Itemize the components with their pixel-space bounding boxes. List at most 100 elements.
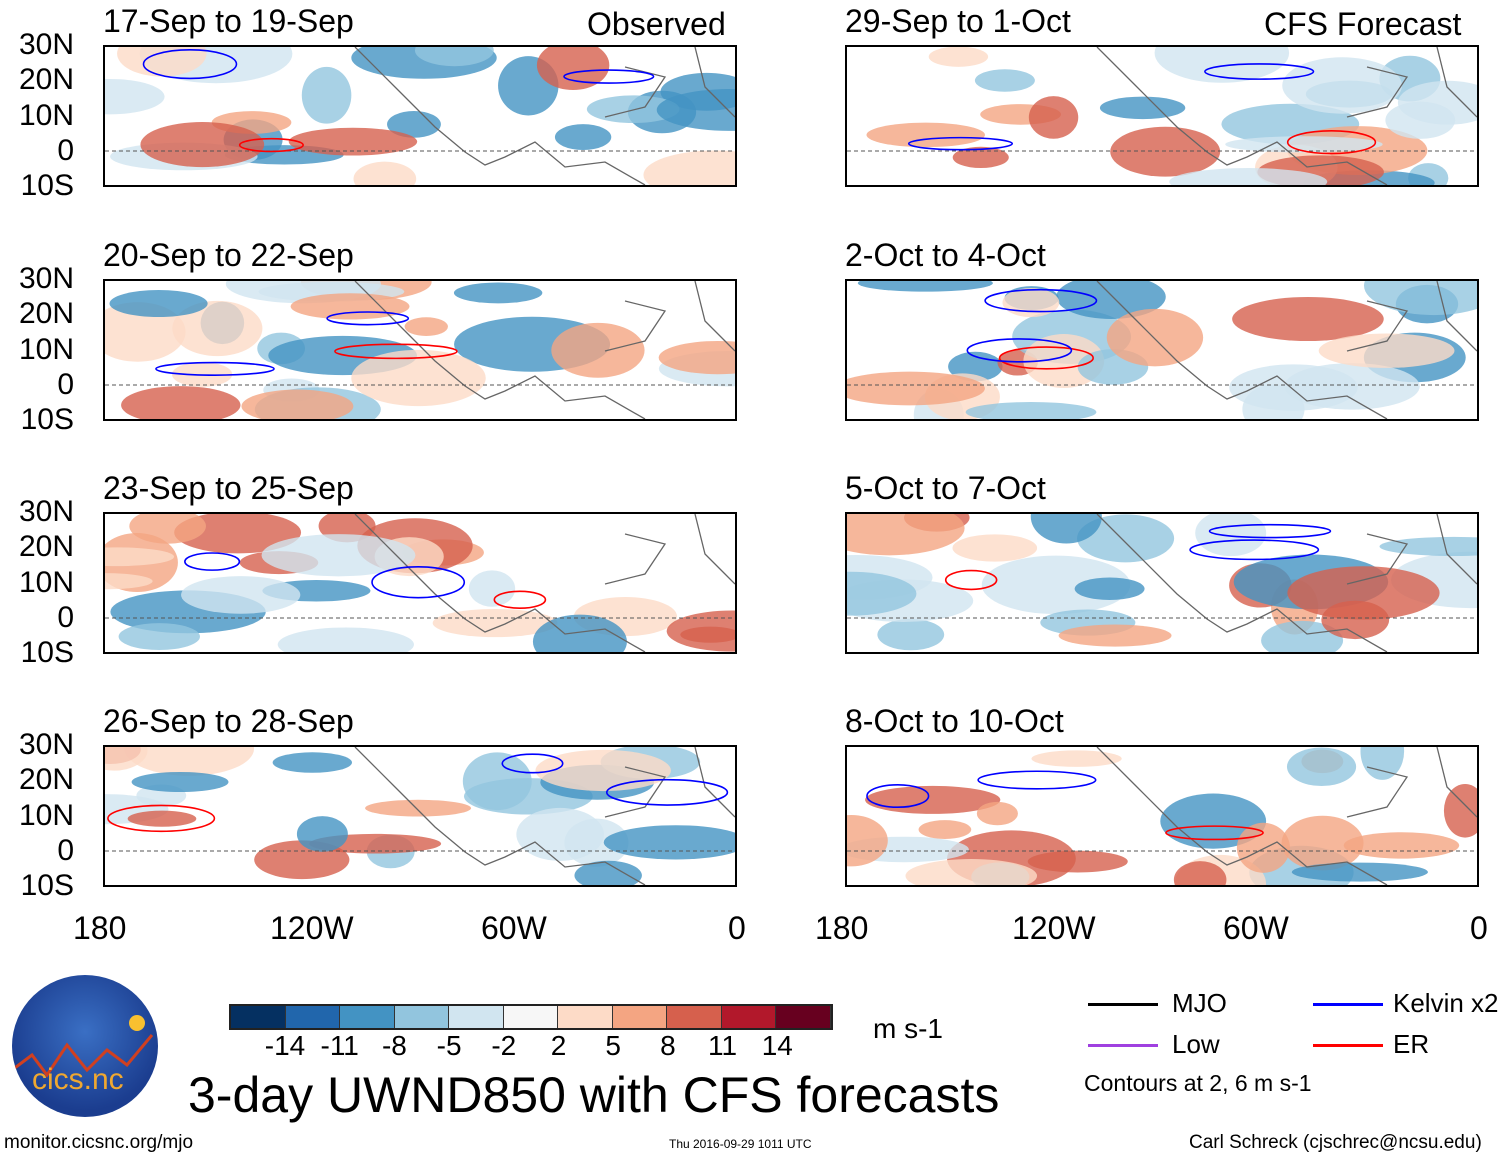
colorbar-swatch	[231, 1006, 286, 1028]
uwnd-shading	[105, 281, 735, 419]
lon-label: 180	[815, 910, 869, 946]
anomaly-blob	[290, 293, 410, 320]
kelvin-legend-line	[1313, 1003, 1383, 1006]
figure-title: 3-day UWND850 with CFS forecasts	[188, 1067, 1000, 1123]
anomaly-blob	[296, 816, 348, 852]
lon-label: 120W	[1012, 910, 1096, 946]
anomaly-blob	[1002, 287, 1060, 318]
colorbar-units: m s-1	[873, 1013, 943, 1044]
colorbar-tick: -11	[320, 1030, 359, 1061]
wave-contour	[501, 753, 564, 774]
lat-label: 30N	[18, 728, 74, 761]
colorbar-swatch	[558, 1006, 613, 1028]
anomaly-blob	[1195, 514, 1267, 557]
anomaly-blob	[847, 571, 917, 616]
lat-label: 0	[57, 600, 74, 634]
colorbar-swatch	[721, 1006, 776, 1028]
colorbar-tick: -14	[264, 1030, 306, 1061]
cfs-forecast-header: CFS Forecast	[1264, 6, 1462, 42]
uwnd-shading	[847, 47, 1477, 185]
anomaly-blob	[1028, 96, 1079, 139]
anomaly-blob	[952, 534, 1038, 562]
anomaly-blob	[174, 514, 302, 554]
anomaly-blob	[105, 547, 175, 567]
coastline	[1096, 747, 1477, 885]
anomaly-blob	[877, 618, 945, 651]
anomaly-blob	[981, 555, 1131, 615]
panel-title: 8-Oct to 10-Oct	[845, 703, 1064, 739]
anomaly-blob	[1318, 333, 1455, 368]
colorbar-tick: 14	[761, 1030, 793, 1061]
anomaly-blob	[288, 127, 418, 156]
wave-contour	[238, 137, 304, 153]
colorbar-tick: 5	[605, 1030, 621, 1061]
lat-label: 10N	[18, 98, 74, 132]
uwnd-shading	[847, 747, 1477, 885]
anomaly-blob	[974, 69, 1035, 92]
anomaly-blob	[172, 300, 263, 357]
anomaly-blob	[857, 281, 993, 292]
anomaly-blob	[301, 66, 352, 124]
anomaly-blob	[1360, 747, 1405, 780]
wave-contour	[984, 288, 1098, 313]
anomaly-blob	[453, 282, 543, 304]
lat-label: 20N	[18, 63, 74, 97]
lat-label: 30N	[18, 262, 74, 295]
legend-kelvin: Kelvin x2	[1393, 988, 1499, 1018]
anomaly-blob	[353, 161, 417, 185]
anomaly-blob	[414, 47, 494, 67]
wave-contour	[907, 136, 1014, 151]
legend-mjo: MJO	[1172, 988, 1227, 1018]
colorbar-tick: 8	[660, 1030, 676, 1061]
lon-label: 0	[1470, 910, 1488, 946]
coastline	[354, 281, 735, 419]
wave-contour	[184, 552, 241, 571]
anomaly-blob	[127, 810, 197, 827]
uwnd-shading	[105, 47, 735, 185]
anomaly-blob	[536, 47, 610, 91]
anomaly-blob	[365, 799, 472, 817]
anomaly-blob	[1291, 862, 1428, 882]
colorbar-swatch	[394, 1006, 449, 1028]
map-panel	[103, 279, 737, 421]
footer-author: Carl Schreck (cjschrec@ncsu.edu)	[1189, 1132, 1482, 1153]
lat-label: 20N	[18, 763, 74, 797]
anomaly-blob	[965, 402, 1097, 419]
mjo-legend-line	[1088, 1003, 1158, 1006]
anomaly-blob	[574, 860, 642, 885]
anomaly-blob	[643, 150, 735, 185]
anomaly-blob	[554, 124, 612, 151]
colorbar	[229, 1004, 833, 1030]
anomaly-blob	[1287, 566, 1440, 620]
lon-label: 60W	[1223, 910, 1289, 946]
anomaly-blob	[241, 389, 354, 419]
wave-contour	[977, 770, 1097, 790]
anomaly-blob	[462, 752, 532, 811]
anomaly-blob	[905, 859, 1038, 885]
wave-contour	[107, 804, 216, 833]
anomaly-blob	[277, 627, 414, 652]
wave-contour	[142, 48, 238, 80]
footer-url[interactable]: monitor.cicsnc.org/mjo	[4, 1132, 194, 1153]
anomaly-blob	[1343, 832, 1460, 859]
colorbar-swatch	[667, 1006, 722, 1028]
anomaly-blob	[1027, 850, 1128, 873]
wave-contour	[1204, 63, 1315, 80]
lat-label: 10N	[18, 565, 74, 599]
lat-label: 30N	[18, 495, 74, 528]
map-panel	[103, 45, 737, 187]
uwnd-shading	[847, 281, 1477, 419]
coastline	[354, 747, 735, 885]
anomaly-blob	[1056, 281, 1166, 319]
anomaly-blob	[1443, 783, 1477, 838]
er-legend-line	[1313, 1044, 1383, 1047]
colorbar-swatch	[612, 1006, 667, 1028]
anomaly-blob	[261, 534, 416, 577]
anomaly-blob	[1110, 126, 1221, 177]
anomaly-blob	[105, 747, 148, 771]
anomaly-blob	[928, 47, 989, 67]
anomaly-blob	[1169, 168, 1328, 185]
lat-label: 30N	[18, 28, 74, 61]
anomaly-blob	[272, 752, 353, 773]
anomaly-blob	[109, 289, 208, 318]
